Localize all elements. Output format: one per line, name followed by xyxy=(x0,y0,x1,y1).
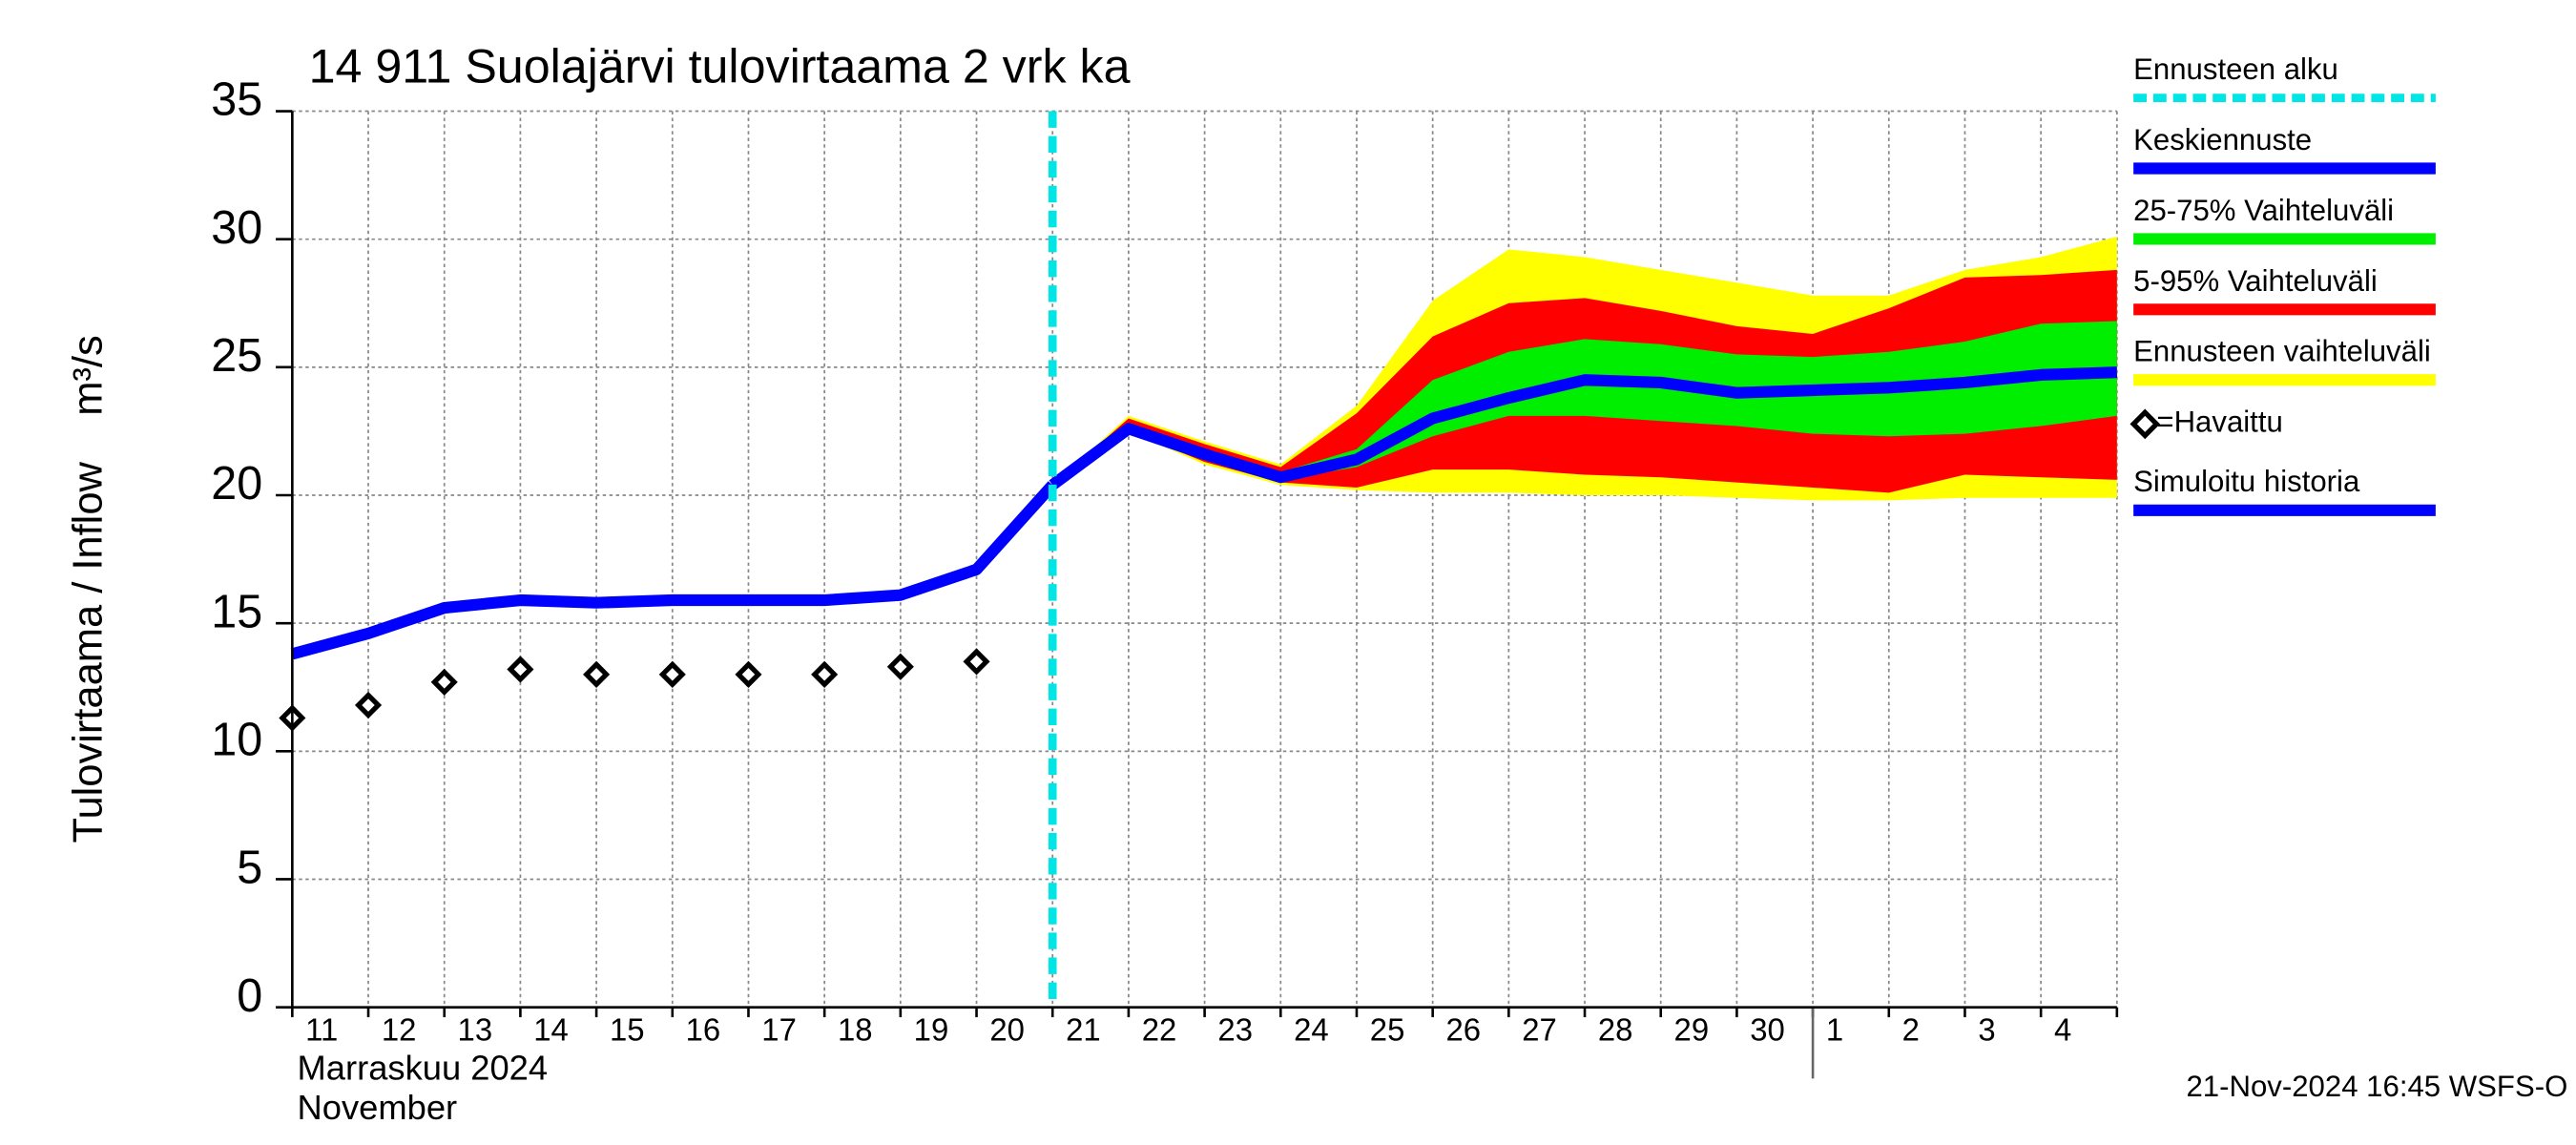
y-tick-label: 25 xyxy=(211,330,262,382)
observed-point xyxy=(430,668,458,697)
legend-label: Simuloitu historia xyxy=(2133,465,2360,498)
observed-point xyxy=(507,656,534,683)
x-tick-label: 25 xyxy=(1370,1011,1405,1047)
y-tick-label: 10 xyxy=(211,714,262,765)
month-label-en: November xyxy=(298,1088,458,1127)
legend-label: Ennusteen alku xyxy=(2133,52,2338,86)
x-tick-label: 20 xyxy=(989,1011,1025,1047)
observed-point xyxy=(963,648,990,676)
x-tick-label: 22 xyxy=(1142,1011,1177,1047)
x-tick-label: 27 xyxy=(1522,1011,1557,1047)
legend-label: 25-75% Vaihteluväli xyxy=(2133,194,2394,227)
x-tick-label: 26 xyxy=(1446,1011,1482,1047)
x-tick-label: 21 xyxy=(1066,1011,1101,1047)
y-tick-label: 35 xyxy=(211,74,262,126)
observed-point xyxy=(886,653,914,680)
observed-point xyxy=(735,660,762,688)
observed-point xyxy=(658,660,686,688)
legend-label: =Havaittu xyxy=(2156,406,2282,439)
x-tick-label: 18 xyxy=(838,1011,873,1047)
observed-point xyxy=(354,691,383,719)
x-tick-label: 29 xyxy=(1674,1011,1710,1047)
month-label: Marraskuu 2024 xyxy=(298,1048,549,1087)
legend-label: Keskiennuste xyxy=(2133,123,2312,156)
x-tick-label: 30 xyxy=(1750,1011,1785,1047)
x-tick-label: 2 xyxy=(1902,1011,1920,1047)
x-tick-label: 12 xyxy=(382,1011,417,1047)
y-tick-label: 0 xyxy=(237,970,262,1022)
x-tick-label: 14 xyxy=(533,1011,569,1047)
x-tick-label: 23 xyxy=(1217,1011,1253,1047)
range-band xyxy=(1052,321,2117,486)
y-tick-label: 20 xyxy=(211,458,262,510)
x-tick-label: 17 xyxy=(761,1011,797,1047)
y-tick-label: 5 xyxy=(237,843,262,894)
x-tick-label: 19 xyxy=(914,1011,949,1047)
legend-swatch xyxy=(2129,408,2161,440)
y-tick-label: 15 xyxy=(211,586,262,637)
x-tick-label: 11 xyxy=(305,1011,338,1047)
y-tick-label: 30 xyxy=(211,202,262,254)
x-tick-label: 1 xyxy=(1826,1011,1843,1047)
x-tick-label: 15 xyxy=(610,1011,645,1047)
series-line xyxy=(1049,366,2118,490)
legend-label: 5-95% Vaihteluväli xyxy=(2133,264,2378,298)
x-tick-label: 4 xyxy=(2054,1011,2071,1047)
timestamp: 21-Nov-2024 16:45 WSFS-O xyxy=(2186,1070,2567,1103)
x-tick-label: 24 xyxy=(1294,1011,1329,1047)
x-tick-label: 16 xyxy=(686,1011,721,1047)
x-tick-label: 3 xyxy=(1978,1011,1995,1047)
y-axis-label: Tulovirtaama / Inflow m³/s xyxy=(66,335,112,843)
observed-point xyxy=(583,660,611,688)
series-line xyxy=(290,481,1057,660)
x-tick-label: 28 xyxy=(1598,1011,1633,1047)
x-tick-label: 13 xyxy=(458,1011,493,1047)
observed-point xyxy=(811,660,839,688)
chart-title: 14 911 Suolajärvi tulovirtaama 2 vrk ka xyxy=(309,38,1131,93)
legend-label: Ennusteen vaihteluväli xyxy=(2133,335,2431,368)
